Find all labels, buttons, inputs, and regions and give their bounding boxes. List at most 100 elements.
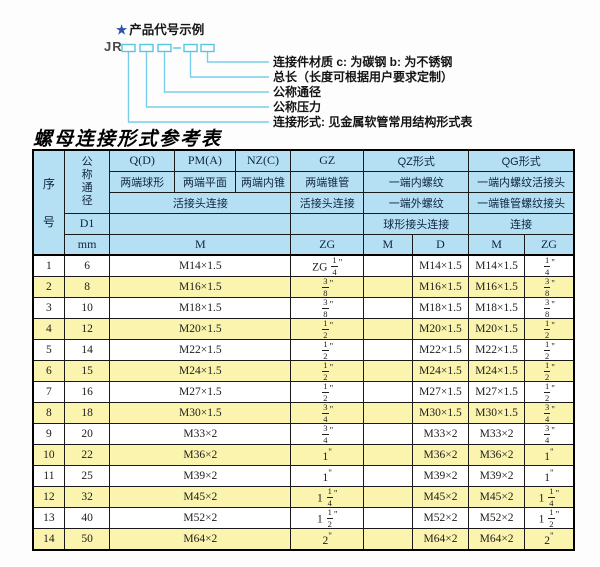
table-row: 4 12 M20×1.5 1 2 " M20×1.5 M20×1.5 1 2 ": [32, 318, 575, 340]
star-icon: ★: [116, 23, 128, 37]
col-header-q-code: Q(D): [109, 149, 176, 172]
cell-qz-d: M39×2: [411, 465, 470, 487]
cell-qg-zg: 1 2 ": [523, 381, 575, 403]
cell-qz-m: [363, 528, 413, 550]
cell-m-thread: M27×1.5: [109, 381, 292, 403]
cell-qg-zg: 1 2 ": [523, 318, 575, 340]
cell-gz-zg: 3 8 ": [290, 276, 365, 298]
table-row: 1 6 M14×1.5 ZG 1 4 " M14×1.5 M14×1.5 1 4 ": [32, 254, 575, 277]
cell-dn-mm: 50: [63, 528, 111, 550]
header-qg-line3: 连接: [468, 212, 575, 235]
col-header-nz-code: NZ(C): [234, 149, 292, 172]
cell-gz-zg: 1 2 ": [290, 381, 365, 403]
header-union-connection: 活接头连接: [109, 191, 292, 214]
cell-qg-m: M52×2: [468, 507, 525, 529]
cell-dn-mm: 10: [63, 297, 111, 319]
cell-seq: 7: [32, 381, 65, 403]
cell-qg-m: M22×1.5: [468, 339, 525, 361]
cell-qg-zg: 3 8 ": [523, 276, 575, 298]
header-nz-ends: 两端内锥: [234, 170, 292, 193]
cell-dn-mm: 22: [63, 444, 111, 466]
cell-dn-mm: 8: [63, 276, 111, 298]
cell-m-thread: M16×1.5: [109, 276, 292, 298]
cell-dn-mm: 40: [63, 507, 111, 529]
cell-m-thread: M33×2: [109, 423, 292, 445]
cell-seq: 9: [32, 423, 65, 445]
cell-m-thread: M22×1.5: [109, 339, 292, 361]
cell-dn-mm: 12: [63, 318, 111, 340]
cell-seq: 6: [32, 360, 65, 382]
cell-qg-zg: 3 8 ": [523, 297, 575, 319]
cell-gz-zg: 3 4 ": [290, 402, 365, 424]
cell-gz-zg: 1 2 ": [290, 318, 365, 340]
cell-qz-d: M30×1.5: [411, 402, 470, 424]
code-box-4: [183, 43, 198, 53]
cell-qg-zg: 1 1 4 ": [523, 486, 575, 508]
cell-qz-d: M33×2: [411, 423, 470, 445]
cell-m-thread: M18×1.5: [109, 297, 292, 319]
cell-gz-zg: 1 2 ": [290, 360, 365, 382]
table-row: 6 15 M24×1.5 1 2 " M24×1.5 M24×1.5 1 2 ": [32, 360, 575, 382]
col-header-gz-code: GZ: [290, 149, 365, 172]
cell-dn-mm: 14: [63, 339, 111, 361]
code-box-2: [139, 43, 154, 53]
header-pm-ends: 两端平面: [174, 170, 236, 193]
table-row: 14 50 M64×2 2" M64×2 M64×2 2": [32, 528, 575, 550]
header-q-ends: 两端球形: [109, 170, 176, 193]
header-gz-connection: 活接头连接: [290, 191, 365, 214]
cell-m-thread: M36×2: [109, 444, 292, 466]
cell-qg-m: M24×1.5: [468, 360, 525, 382]
code-box-3: [157, 43, 172, 53]
label-connector-material: 连接件材质 c: 为碳钢 b: 为不锈钢: [273, 55, 453, 69]
cell-qg-zg: 1 1 2 ": [523, 507, 575, 529]
cell-qz-m: [363, 507, 413, 529]
header-unit-m-qg: M: [468, 233, 525, 256]
table-row: 10 22 M36×2 1" M36×2 M36×2 1": [32, 444, 575, 466]
nut-connection-reference-table: 序号 公称通径 Q(D) PM(A) NZ(C) GZ QZ形式 QG形式 两端…: [32, 149, 575, 551]
label-nominal-diameter: 公称通径: [273, 85, 322, 99]
cell-m-thread: M52×2: [109, 507, 292, 529]
table-row: 9 20 M33×2 3 4 " M33×2 M33×2 3 4 ": [32, 423, 575, 445]
cell-qz-m: [363, 339, 413, 361]
cell-m-thread: M30×1.5: [109, 402, 292, 424]
cell-gz-zg: 2": [290, 528, 365, 550]
cell-qz-m: [363, 381, 413, 403]
cell-dn-mm: 18: [63, 402, 111, 424]
cell-qg-m: M36×2: [468, 444, 525, 466]
code-box-1: [121, 43, 136, 53]
cell-m-thread: M20×1.5: [109, 318, 292, 340]
cell-seq: 5: [32, 339, 65, 361]
cell-qz-d: M20×1.5: [411, 318, 470, 340]
cell-qg-m: M20×1.5: [468, 318, 525, 340]
table-row: 13 40 M52×2 1 1 2 " M52×2 M52×2 1 1 2 ": [32, 507, 575, 529]
cell-seq: 10: [32, 444, 65, 466]
table-row: 5 14 M22×1.5 1 2 " M22×1.5 M22×1.5 1 2 ": [32, 339, 575, 361]
cell-qz-m: [363, 465, 413, 487]
diagram-heading-text: 产品代号示例: [129, 23, 205, 37]
cell-dn-mm: 25: [63, 465, 111, 487]
diagram-heading: ★ 产品代号示例: [116, 19, 204, 38]
cell-qg-zg: 3 4 ": [523, 402, 575, 424]
header-qg-line1: 一端内螺纹活接头: [468, 170, 575, 193]
cell-qz-m: [363, 276, 413, 298]
header-unit-zg-gz: ZG: [290, 233, 365, 256]
cell-dn-mm: 6: [63, 254, 111, 277]
cell-seq: 11: [32, 465, 65, 487]
cell-seq: 8: [32, 402, 65, 424]
table-row: 12 32 M45×2 1 1 4 " M45×2 M45×2 1 1 4 ": [32, 486, 575, 508]
cell-gz-zg: 1 2 ": [290, 339, 365, 361]
cell-qg-m: M64×2: [468, 528, 525, 550]
cell-seq: 14: [32, 528, 65, 550]
cell-seq: 13: [32, 507, 65, 529]
label-total-length: 总长（长度可根据用户要求定制）: [273, 70, 454, 84]
col-header-pm-code: PM(A): [174, 149, 236, 172]
code-box-5: [200, 43, 215, 53]
cell-qz-d: M22×1.5: [411, 339, 470, 361]
header-empty-gz: [290, 212, 365, 235]
cell-qz-m: [363, 486, 413, 508]
cell-qg-zg: 1 4 ": [523, 254, 575, 277]
label-connection-form: 连接形式: 见金属软管常用结构形式表: [273, 115, 473, 129]
col-header-qz-code: QZ形式: [363, 149, 470, 172]
cell-qz-m: [363, 254, 413, 277]
cell-m-thread: M39×2: [109, 465, 292, 487]
